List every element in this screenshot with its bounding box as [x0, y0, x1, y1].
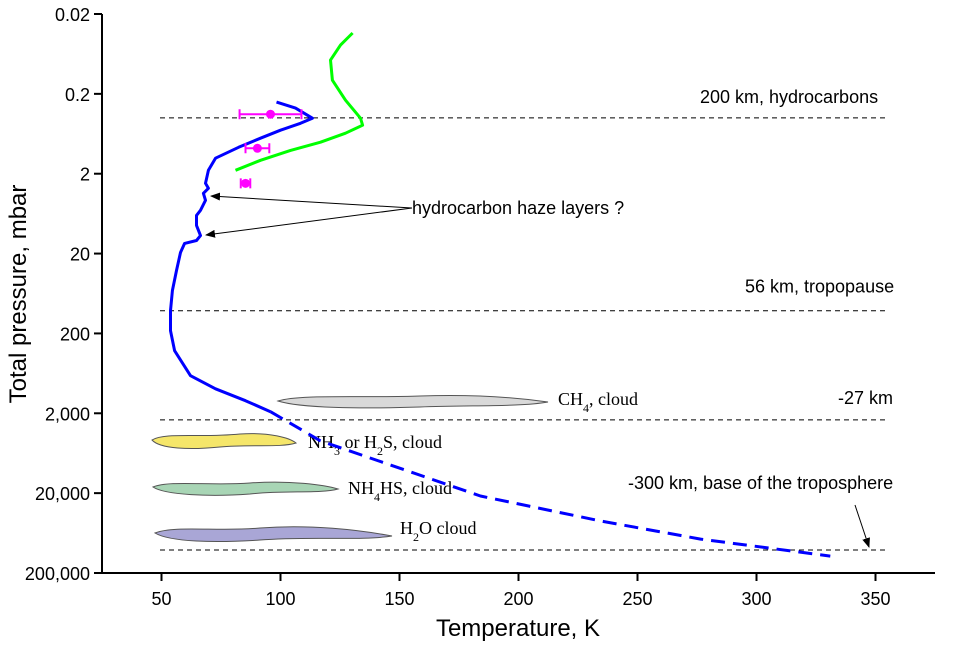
y-tick-label: 2,000 [45, 404, 90, 424]
label-part: CH [558, 389, 583, 409]
cloud-label: H2O cloud [400, 518, 477, 544]
label-part: NH [348, 478, 374, 498]
reference-label: -300 km, base of the troposphere [628, 473, 893, 493]
subscript: 4 [583, 401, 589, 415]
reference-label: -27 km [838, 388, 893, 408]
arrow [854, 504, 870, 548]
y-tick-label: 200 [60, 324, 90, 344]
y-tick-label: 20,000 [35, 484, 90, 504]
subscript: 2 [413, 530, 419, 544]
subscript: 4 [374, 490, 380, 504]
annotation: hydrocarbon haze layers ? [412, 198, 624, 218]
x-tick-label: 50 [151, 589, 171, 609]
x-tick-label: 200 [503, 589, 533, 609]
x-tick-label: 250 [622, 589, 652, 609]
line [234, 31, 365, 172]
reference-label: 56 km, tropopause [745, 277, 894, 297]
x-axis-label: Temperature, K [436, 615, 600, 642]
y-axis-label: Total pressure, mbar [5, 185, 32, 404]
x-tick-label: 300 [741, 589, 771, 609]
nh4hs-cloud [151, 481, 340, 496]
label-part: H [400, 518, 413, 538]
clouds [151, 394, 549, 542]
cloud-label: NH4HS, cloud [348, 478, 452, 504]
x-tick-label: 100 [265, 589, 295, 609]
x-tick-label: 350 [860, 589, 890, 609]
ch4-cloud [276, 394, 549, 409]
y-tick-label: 200,000 [25, 564, 90, 584]
y-tick-label: 20 [70, 245, 90, 265]
arrow [210, 192, 413, 209]
arrow [205, 207, 413, 238]
label-part: HS, cloud [380, 478, 452, 498]
y-tick-label: 0.2 [65, 85, 90, 105]
y-tick-label: 0.02 [55, 5, 90, 25]
line [269, 410, 831, 558]
line [169, 100, 314, 414]
nh3-cloud [151, 433, 298, 450]
label-part: O cloud [419, 518, 477, 538]
reference-label: 200 km, hydrocarbons [700, 87, 878, 107]
h2o-cloud [153, 526, 393, 542]
label-part: S, cloud [383, 432, 442, 452]
point [241, 178, 251, 188]
y-tick-label: 2 [80, 165, 90, 185]
subscript: 2 [377, 444, 383, 458]
point [266, 109, 276, 119]
label-part: or H [340, 432, 377, 452]
point [252, 143, 262, 153]
label-part: , cloud [589, 389, 638, 409]
x-tick-label: 150 [384, 589, 414, 609]
subscript: 3 [334, 444, 340, 458]
cloud-label: CH4, cloud [558, 389, 638, 415]
